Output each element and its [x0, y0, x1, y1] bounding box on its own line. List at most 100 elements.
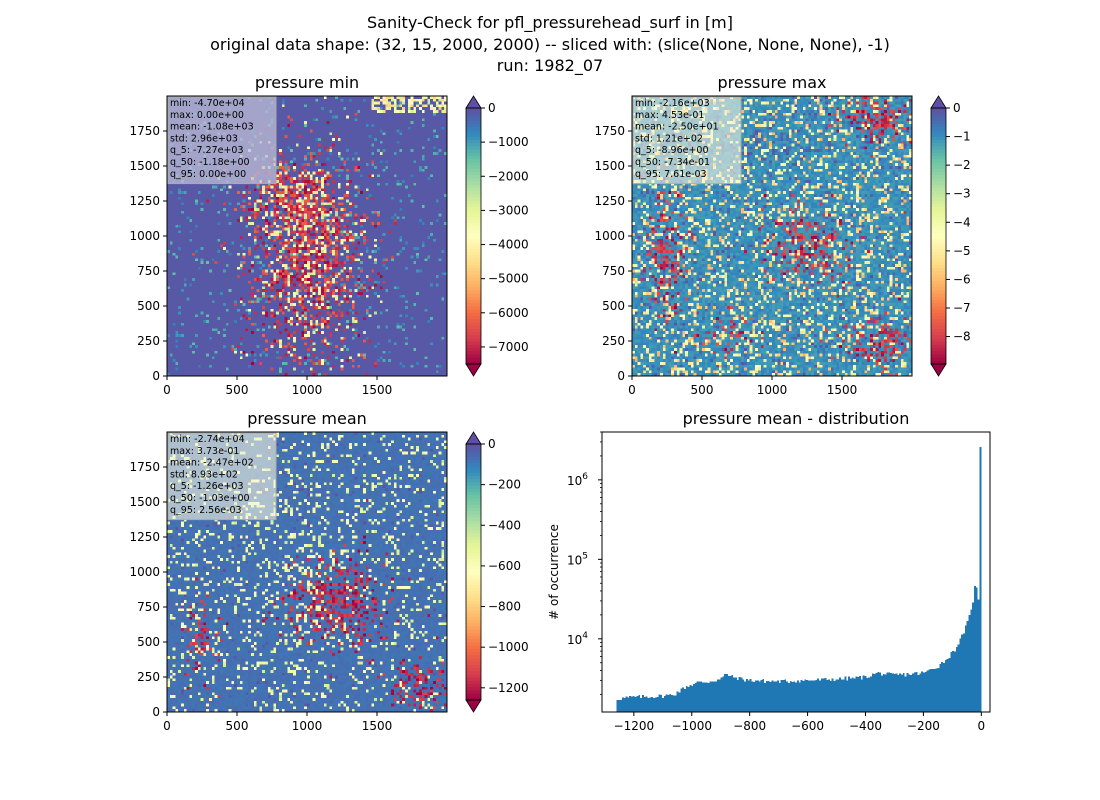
histogram-bar [835, 680, 837, 712]
histogram-bar [979, 447, 981, 712]
y-tick-label: 0 [152, 705, 160, 719]
histogram-bar [925, 672, 927, 712]
histogram-bar [908, 675, 910, 712]
histogram-bar [673, 696, 675, 712]
colorbar: 0−200−400−600−800−1000−1200 [466, 432, 529, 712]
stats-line: q_5: -7.27e+03 [170, 145, 244, 156]
histogram-bar [804, 680, 806, 712]
colorbar-tick-label: −7000 [488, 340, 529, 354]
x-tick-label: 0 [163, 383, 171, 397]
histogram-bar [768, 681, 770, 712]
histogram-bar [626, 697, 628, 712]
histogram-bar [810, 681, 812, 712]
colorbar-gradient [466, 108, 481, 364]
histogram-bar [872, 673, 874, 712]
colorbar-tick-label: −600 [488, 559, 521, 573]
x-tick-label: −800 [733, 719, 766, 733]
x-tick-label: 0 [628, 383, 636, 397]
histogram-bar [653, 698, 655, 712]
histogram-bar [733, 678, 735, 712]
stats-line: std: 8.93e+02 [170, 469, 238, 480]
colorbar-tick-label: −4000 [488, 238, 529, 252]
y-tick-label: 1000 [129, 565, 160, 579]
histogram-bar [927, 670, 929, 712]
stats-line: min: -2.16e+03 [635, 98, 710, 109]
histogram-bar [781, 680, 783, 712]
histogram-bar [795, 683, 797, 712]
histogram-bar [757, 681, 759, 712]
histogram-bar [649, 697, 651, 712]
histogram-bar [815, 680, 817, 712]
histogram-bar [635, 697, 637, 712]
histogram-bar [876, 673, 878, 712]
histogram-bar [715, 682, 717, 712]
colorbar-tick-label: −5 [953, 244, 971, 258]
histogram-bar [801, 680, 803, 712]
histogram-bar [850, 678, 852, 712]
colorbar-extend-min [466, 364, 481, 376]
histogram-bar [730, 676, 732, 712]
histogram-bar [965, 625, 967, 712]
histogram-bar [711, 682, 713, 712]
histogram-bar [784, 680, 786, 712]
y-tick-label: 1000 [129, 229, 160, 243]
colorbar-tick-label: −1000 [488, 640, 529, 654]
stats-line: mean: -2.47e+02 [170, 458, 254, 469]
stats-line: min: -2.74e+04 [170, 434, 245, 445]
histogram-bar [890, 673, 892, 712]
histogram-bar [691, 686, 693, 712]
y-axis-label: # of occurrence [547, 524, 561, 620]
histogram-bar [892, 673, 894, 712]
histogram-bar [870, 677, 872, 712]
histogram-bar [978, 599, 980, 712]
histogram-bar [834, 681, 836, 712]
stats-line: q_50: -1.18e+00 [170, 157, 250, 168]
colorbar-tick-label: 0 [488, 101, 496, 115]
histogram-panel: pressure mean - distribution−1200 −1000 −8… [547, 409, 990, 733]
histogram-bar [777, 680, 779, 712]
histogram-bar [719, 680, 721, 712]
colorbar-tick-label: 0 [488, 437, 496, 451]
histogram-bar [863, 675, 865, 712]
x-tick-label: 1500 [362, 719, 393, 733]
histogram-bar [706, 682, 708, 712]
histogram-bar [655, 697, 657, 712]
histogram-bar [644, 697, 646, 712]
histogram-bar [808, 681, 810, 712]
y-tick-label: 1250 [129, 530, 160, 544]
y-tick-label: 250 [602, 334, 625, 348]
y-tick-label: 1500 [594, 159, 625, 173]
histogram-bar [905, 676, 907, 712]
histogram-bar [651, 697, 653, 712]
histogram-bar [932, 669, 934, 712]
histogram-bar [874, 674, 876, 712]
histogram-bar [786, 682, 788, 712]
histogram-bar [739, 677, 741, 712]
histogram-bar [950, 652, 952, 712]
x-tick-label: 500 [226, 719, 249, 733]
y-tick-label: 1750 [594, 124, 625, 138]
histogram-bar [938, 668, 940, 712]
y-tick-label: 750 [137, 600, 160, 614]
histogram-bar [737, 680, 739, 712]
histogram-bar [688, 687, 690, 712]
histogram-bar [970, 610, 972, 712]
histogram-bar [865, 676, 867, 712]
stats-line: q_5: -1.26e+03 [170, 481, 244, 492]
histogram-bar [936, 668, 938, 712]
colorbar-extend-max [466, 432, 481, 444]
histogram-bar [622, 697, 624, 712]
histogram-bar [638, 695, 640, 712]
histogram-bar [797, 680, 799, 712]
histogram-bar [930, 669, 932, 712]
histogram-bar [945, 660, 947, 712]
y-tick-label: 1500 [129, 159, 160, 173]
histogram-bar [788, 683, 790, 712]
histogram-bar [720, 678, 722, 712]
histogram-bar [948, 658, 950, 712]
histogram-bar [923, 673, 925, 712]
